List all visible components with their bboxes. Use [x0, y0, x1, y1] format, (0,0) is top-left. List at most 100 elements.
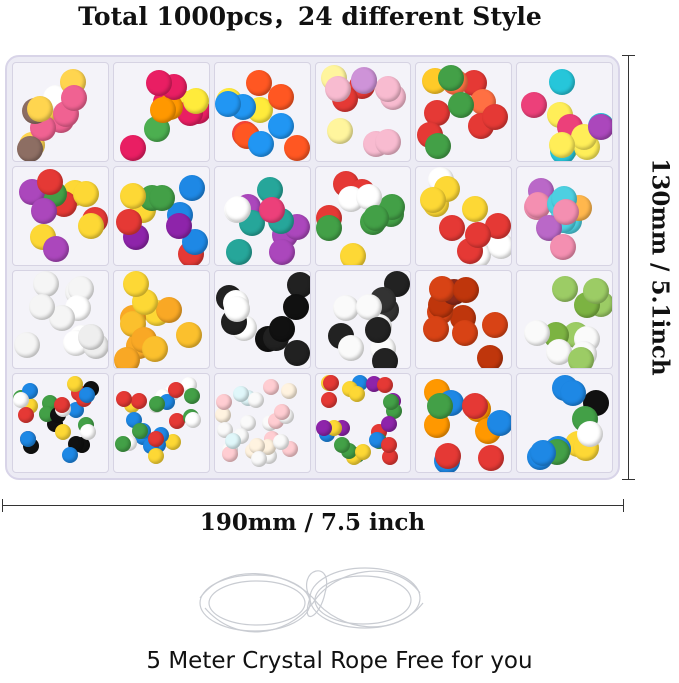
compartment: [314, 165, 412, 266]
bead: [551, 275, 578, 302]
bead: [364, 316, 391, 343]
bead: [20, 431, 37, 448]
bead: [43, 236, 70, 263]
compartment: [12, 165, 109, 266]
bead: [226, 238, 253, 265]
bead: [548, 68, 575, 95]
bead: [156, 297, 183, 324]
bead: [273, 404, 290, 421]
bead: [423, 316, 450, 343]
bead: [269, 315, 296, 342]
bead: [333, 294, 360, 321]
bead: [13, 391, 30, 408]
width-dimension-line: [2, 499, 624, 512]
bead: [465, 221, 492, 248]
bead: [280, 383, 297, 400]
bead: [376, 376, 393, 393]
bead: [481, 104, 508, 131]
bead: [438, 214, 465, 241]
bead: [185, 411, 201, 428]
bead: [545, 338, 572, 365]
bead: [149, 97, 176, 124]
bead: [146, 70, 173, 97]
bead: [36, 168, 63, 195]
bead: [123, 271, 150, 298]
bead: [61, 446, 78, 463]
bead: [169, 412, 186, 429]
bead: [375, 76, 402, 103]
bead: [334, 437, 351, 454]
bead: [148, 430, 165, 447]
compartment: [516, 165, 613, 266]
bead: [438, 65, 465, 92]
bead: [165, 212, 192, 239]
bead: [363, 205, 390, 232]
bead: [54, 424, 71, 441]
bead: [29, 294, 56, 321]
bead: [477, 445, 504, 472]
bead: [338, 335, 365, 362]
compartment: [213, 165, 311, 266]
bead: [316, 419, 333, 436]
bead: [320, 391, 337, 408]
width-dimension-label: 190mm / 7.5 inch: [199, 509, 426, 536]
bead: [79, 387, 96, 404]
bead: [567, 346, 594, 369]
compartment: [415, 373, 513, 473]
bead: [130, 393, 147, 410]
bead: [239, 414, 256, 431]
bead: [424, 133, 451, 160]
height-dimension-label: 130mm / 5.1inch: [646, 158, 674, 376]
bead: [246, 69, 273, 96]
compartment: [516, 269, 613, 370]
bead: [268, 112, 295, 139]
height-dimension-line: [622, 55, 635, 480]
bead: [286, 271, 310, 298]
compartment: [112, 165, 210, 266]
bead: [550, 234, 577, 261]
bead: [283, 294, 309, 321]
bead: [72, 180, 99, 207]
bead: [14, 331, 41, 358]
compartment: [213, 373, 311, 473]
bead: [486, 410, 512, 437]
compartment: [112, 269, 210, 370]
bead: [164, 434, 181, 451]
bead: [263, 378, 280, 395]
bead: [461, 195, 488, 222]
compartment: [12, 269, 109, 370]
bead: [142, 336, 169, 363]
bead: [16, 136, 43, 161]
bead: [215, 406, 232, 423]
bead: [215, 91, 242, 118]
bead: [326, 118, 353, 145]
bead: [26, 95, 53, 122]
compartment: [314, 269, 412, 370]
bead: [249, 438, 266, 455]
bead: [67, 376, 84, 393]
bead: [424, 100, 451, 127]
bead: [372, 347, 399, 369]
bead: [224, 432, 241, 449]
bead: [115, 208, 142, 235]
bead: [120, 183, 147, 210]
compartment: [112, 373, 210, 473]
bead: [132, 422, 149, 439]
bead: [380, 416, 397, 433]
bead: [78, 324, 105, 351]
bead: [349, 386, 365, 403]
bead: [284, 135, 310, 161]
title: Total 1000pcs，24 different Style: [78, 2, 542, 31]
bead: [267, 83, 294, 110]
bead: [114, 346, 141, 369]
bead: [381, 448, 398, 465]
bead: [588, 114, 613, 141]
bead: [268, 238, 295, 265]
bead: [215, 394, 232, 411]
bead: [461, 392, 488, 419]
bead: [340, 242, 367, 265]
bead: [232, 385, 249, 402]
compartment: [314, 62, 412, 162]
bead: [323, 375, 340, 392]
bead: [178, 174, 205, 201]
